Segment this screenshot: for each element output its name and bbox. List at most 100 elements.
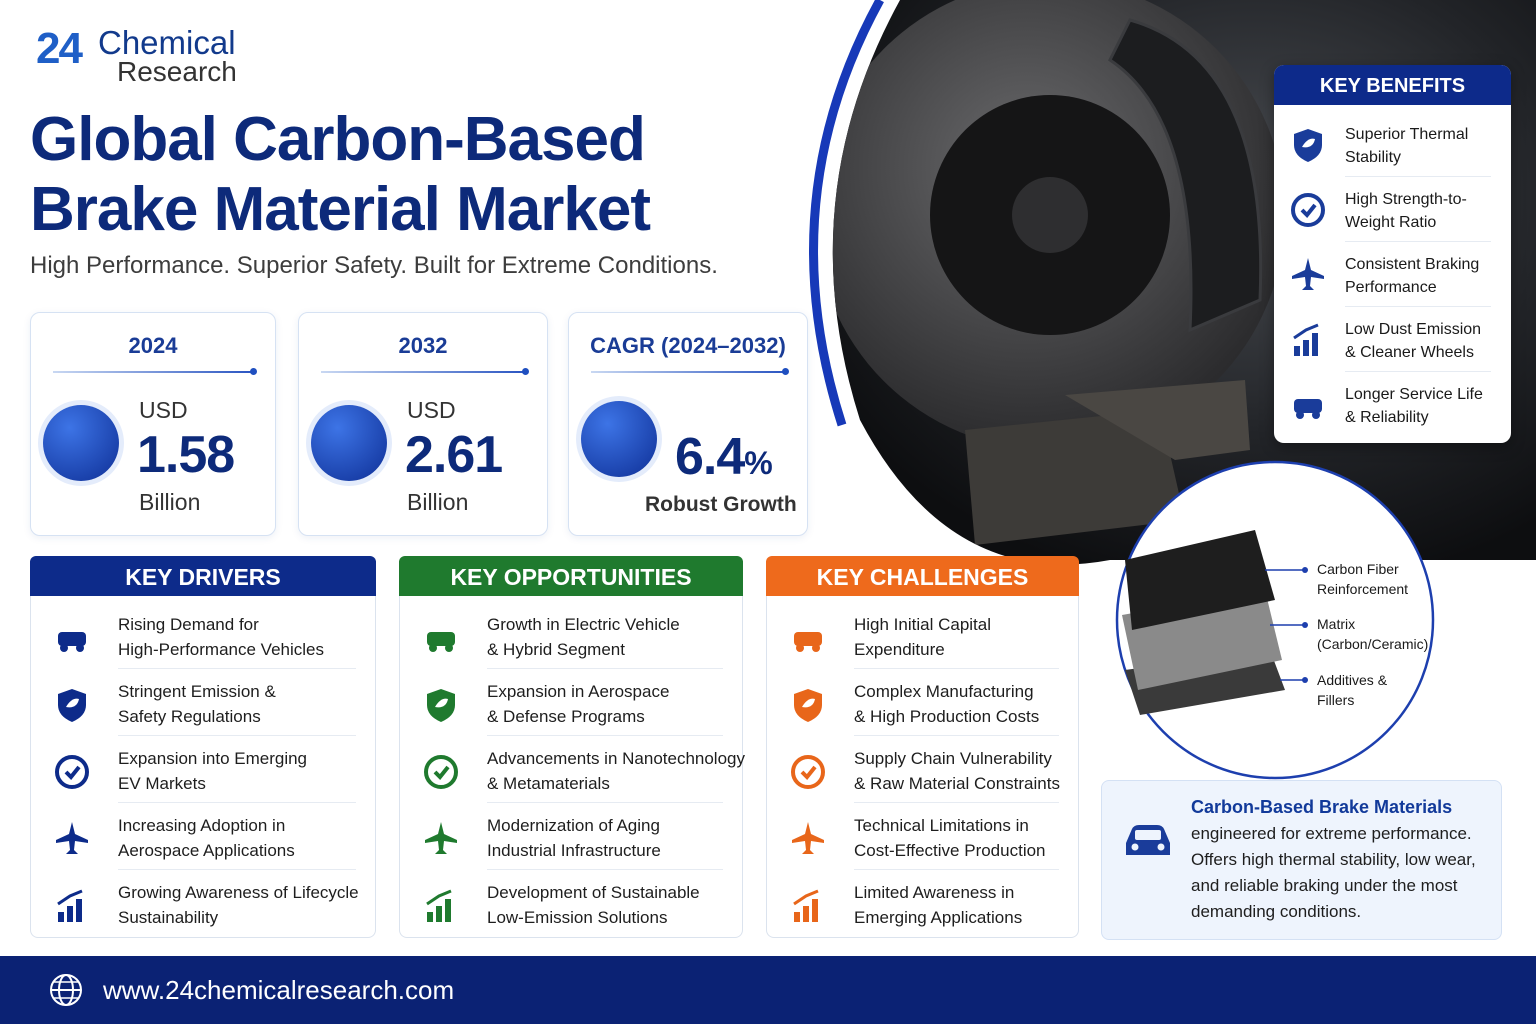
item-line: High-Performance Vehicles: [118, 640, 324, 659]
item-text: Rising Demand for High-Performance Vehicl…: [118, 612, 324, 662]
layer-label-line: Reinforcement: [1317, 581, 1409, 597]
item-line: Complex Manufacturing: [854, 682, 1034, 701]
panel-title: KEY OPPORTUNITIES: [399, 556, 743, 596]
item-line: Growing Awareness of Lifecycle: [118, 883, 359, 902]
item-line: High Initial Capital: [854, 615, 992, 634]
item-icon: [1291, 193, 1325, 227]
divider: [321, 371, 525, 373]
item-separator: [487, 668, 723, 669]
benefit-line: Longer Service Life: [1345, 386, 1483, 403]
item-text: Increasing Adoption in Aerospace Applicat…: [118, 813, 295, 863]
globe-icon: [50, 974, 82, 1006]
benefit-line: Stability: [1345, 149, 1402, 166]
stat-scale: Billion: [407, 489, 469, 515]
item-line: Industrial Infrastructure: [487, 841, 661, 860]
logo-name: Chemical: [98, 24, 236, 61]
layer-label-line: Matrix: [1317, 616, 1356, 632]
divider-dot: [522, 368, 529, 375]
logo-sub: Research: [117, 56, 237, 87]
item-icon: [1292, 258, 1324, 290]
item-line: Expenditure: [854, 640, 945, 659]
stat-icon: [581, 401, 657, 477]
item-text: High Initial Capital Expenditure: [854, 612, 991, 662]
stat-scale: Billion: [139, 489, 201, 515]
stat-value: 1.58: [137, 426, 235, 484]
item-line: EV Markets: [118, 774, 206, 793]
item-text: Stringent Emission & Safety Regulations: [118, 679, 276, 729]
benefit-text: Low Dust Emission & Cleaner Wheels: [1345, 318, 1481, 364]
layer-label-line: Fillers: [1317, 692, 1355, 708]
item-text: Development of Sustainable Low-Emission S…: [487, 880, 700, 930]
list-item: Growth in Electric Vehicle & Hybrid Segme…: [399, 608, 743, 674]
item-separator: [854, 869, 1059, 870]
stat-unit: USD: [407, 397, 456, 423]
divider: [53, 371, 253, 373]
item-icon: [1294, 399, 1322, 419]
item-line: Advancements in Nanotechnology: [487, 749, 745, 768]
item-text: Modernization of Aging Industrial Infrast…: [487, 813, 661, 863]
item-separator: [487, 869, 723, 870]
benefits-title: KEY BENEFITS: [1274, 65, 1511, 105]
benefit-line: Weight Ratio: [1345, 214, 1437, 231]
stat-label: CAGR (2024–2032): [590, 333, 786, 358]
layer-label: Additives & Fillers: [1317, 670, 1387, 710]
item-separator: [854, 735, 1059, 736]
list-item: Growing Awareness of Lifecycle Sustainabi…: [30, 876, 376, 942]
stat-suffix: %: [744, 445, 772, 481]
item-line: Development of Sustainable: [487, 883, 700, 902]
item-text: Supply Chain Vulnerability & Raw Material…: [854, 746, 1060, 796]
stat-value-number: 6.4: [675, 428, 745, 486]
item-text: Expansion in Aerospace & Defense Programs: [487, 679, 669, 729]
item-line: Stringent Emission &: [118, 682, 276, 701]
item-icon: [55, 755, 89, 789]
item-line: & Defense Programs: [487, 707, 645, 726]
item-text: Technical Limitations in Cost-Effective P…: [854, 813, 1046, 863]
description-line: and reliable braking under the most: [1191, 876, 1458, 895]
item-separator: [487, 735, 723, 736]
benefits-list: Superior Thermal Stability High Strength-t…: [1274, 105, 1511, 443]
list-item: Development of Sustainable Low-Emission S…: [399, 876, 743, 942]
item-icon: [791, 755, 825, 789]
description-line: demanding conditions.: [1191, 902, 1362, 921]
item-line: & High Production Costs: [854, 707, 1040, 726]
stat-value: 2.61: [405, 426, 503, 484]
item-line: Rising Demand for: [118, 615, 259, 634]
item-separator: [118, 735, 356, 736]
list-item: Increasing Adoption in Aerospace Applicat…: [30, 809, 376, 875]
car-icon: [1126, 825, 1170, 855]
item-line: & Raw Material Constraints: [854, 774, 1060, 793]
item-separator: [487, 802, 723, 803]
item-text: Advancements in Nanotechnology & Metamate…: [487, 746, 745, 796]
benefit-item: Low Dust Emission & Cleaner Wheels: [1274, 314, 1511, 374]
divider-dot: [782, 368, 789, 375]
list-item: Rising Demand for High-Performance Vehicl…: [30, 608, 376, 674]
item-icon: [792, 822, 824, 854]
benefits-card: KEY BENEFITS Superior Thermal Stability Hi…: [1274, 65, 1511, 443]
item-line: Aerospace Applications: [118, 841, 295, 860]
item-icon: [427, 632, 455, 652]
item-icon: [1294, 129, 1322, 162]
footer-url: www.24chemicalresearch.com: [103, 975, 455, 1005]
item-icon: [424, 755, 458, 789]
item-text: Growing Awareness of Lifecycle Sustainabi…: [118, 880, 359, 930]
title: Brake Material Market: [30, 175, 651, 244]
layer-diagram: [1122, 530, 1308, 715]
benefit-text: High Strength-to- Weight Ratio: [1345, 188, 1467, 234]
list-item: Stringent Emission & Safety Regulations: [30, 675, 376, 741]
title: Global Carbon-Based: [30, 105, 646, 174]
benefit-text: Superior Thermal Stability: [1345, 123, 1468, 169]
item-line: & Metamaterials: [487, 774, 610, 793]
benefit-line: High Strength-to-: [1345, 191, 1467, 208]
item-line: Limited Awareness in: [854, 883, 1015, 902]
item-separator: [854, 668, 1059, 669]
item-text: Expansion into Emerging EV Markets: [118, 746, 307, 796]
item-line: Supply Chain Vulnerability: [854, 749, 1052, 768]
stat-icon: [311, 405, 387, 481]
benefit-item: Longer Service Life & Reliability: [1274, 379, 1511, 439]
item-separator: [118, 802, 356, 803]
item-line: Low-Emission Solutions: [487, 908, 668, 927]
item-text: Growth in Electric Vehicle & Hybrid Segme…: [487, 612, 680, 662]
item-separator: [118, 668, 356, 669]
stat-icon: [43, 405, 119, 481]
